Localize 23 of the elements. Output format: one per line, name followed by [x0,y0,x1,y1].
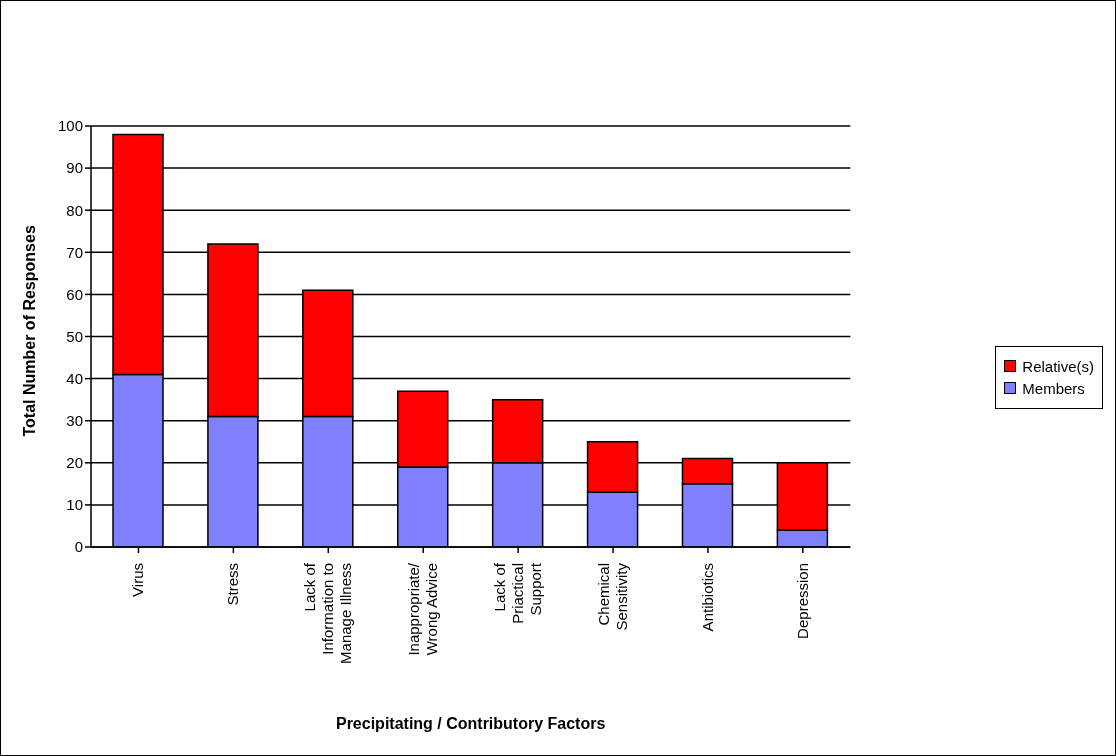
y-tick-label: 0 [74,538,83,556]
x-tick-label: Chemical Sensitivity [595,562,631,631]
y-tick-label: 90 [66,159,83,177]
x-tick-label: Antibiotics [698,563,716,632]
y-tick-label: 20 [66,454,83,472]
x-axis-title: Precipitating / Contributory Factors [335,715,606,732]
y-tick-label: 70 [66,243,83,261]
x-tick-label: Virus [129,563,147,597]
x-tick-label: Lack of Information to Manage Illness [301,562,355,664]
y-tick-label: 80 [66,201,83,219]
x-tick-label: Stress [224,563,242,606]
y-axis-title: Total Number of Responses [20,225,38,437]
y-tick-label: 30 [66,412,83,430]
y-tick-label: 50 [66,327,83,345]
y-tick-label: 10 [66,496,83,514]
y-tick-label: 100 [57,117,83,135]
y-tick-label: 40 [66,369,83,387]
legend-label: Relative(s) [1022,357,1094,375]
x-tick-label: Depression [793,563,811,639]
x-tick-label: Inappropriate/ Wrong Advice [405,562,441,656]
x-tick-label: Lack of Priactical Support [491,562,545,624]
y-tick-label: 60 [66,285,83,303]
legend-label: Members [1022,379,1085,397]
